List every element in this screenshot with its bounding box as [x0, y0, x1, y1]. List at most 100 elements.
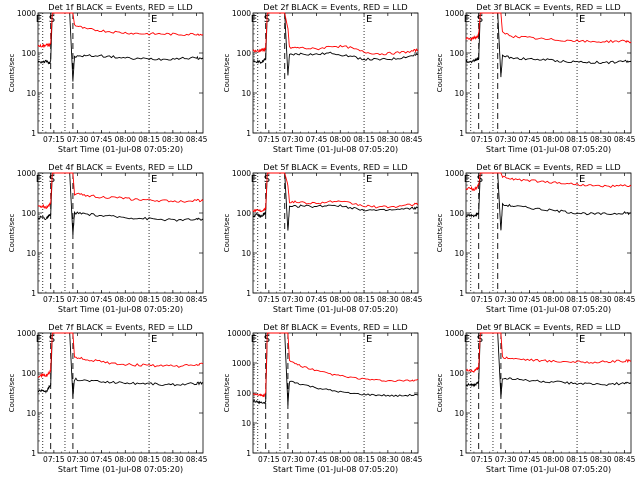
y-tick-label: 1000 [232, 9, 251, 18]
x-tick-label: 07:45 [91, 455, 113, 464]
y-axis-label: Counts/sec [8, 214, 16, 253]
y-tick-label: 10 [241, 249, 251, 258]
chart-title: Det 7f BLACK = Events, RED = LLD [48, 322, 192, 332]
event-marker-label: E [579, 174, 585, 185]
x-tick-label: 07:30 [282, 455, 304, 464]
event-marker-label: E [579, 334, 585, 345]
y-tick-label: 1000 [232, 169, 251, 178]
series-line-lld [465, 12, 632, 44]
plot-frame [37, 12, 204, 134]
x-tick-label: 07:30 [495, 455, 517, 464]
series-line-events [465, 12, 632, 78]
event-marker-label: E [251, 174, 257, 185]
x-tick-label: 08:15 [353, 295, 375, 304]
chart-title: Det 9f BLACK = Events, RED = LLD [476, 322, 620, 332]
x-tick-label: 07:45 [91, 135, 113, 144]
y-axis-label: Counts/sec [436, 54, 444, 93]
series-line-lld [465, 172, 632, 192]
y-tick-label: 1 [459, 289, 464, 298]
y-axis-label: Counts/sec [436, 214, 444, 253]
x-tick-label: 07:15 [43, 455, 65, 464]
x-tick-label: 08:45 [186, 295, 208, 304]
x-tick-label: 07:45 [306, 295, 328, 304]
event-marker-label: E [36, 174, 42, 185]
x-axis-label: Start Time (01-Jul-08 07:05:20) [58, 145, 183, 154]
event-marker-label: E [36, 14, 42, 25]
y-tick-label: 100 [22, 49, 37, 58]
y-tick-label: 100 [237, 49, 252, 58]
x-tick-label: 08:15 [138, 135, 160, 144]
x-tick-label: 08:30 [590, 135, 612, 144]
plot-frame [37, 332, 204, 454]
y-axis-label: Counts/sec [436, 374, 444, 413]
x-tick-label: 08:45 [401, 135, 423, 144]
y-tick-label: 1000 [17, 169, 36, 178]
plot-frame [252, 172, 419, 294]
x-tick-label: 08:15 [353, 455, 375, 464]
x-tick-label: 08:00 [329, 455, 351, 464]
event-marker-label: E [366, 334, 372, 345]
x-tick-label: 08:45 [614, 455, 636, 464]
x-axis-label: Start Time (01-Jul-08 07:05:20) [273, 145, 398, 154]
series-line-lld [252, 12, 419, 56]
plot-frame [252, 12, 419, 134]
x-tick-label: 08:00 [329, 135, 351, 144]
y-tick-label: 100 [450, 209, 465, 218]
x-tick-label: 07:15 [258, 455, 280, 464]
x-tick-label: 07:30 [67, 135, 89, 144]
chart-title: Det 2f BLACK = Events, RED = LLD [263, 2, 407, 12]
x-tick-label: 08:00 [114, 295, 136, 304]
y-tick-label: 10 [26, 89, 36, 98]
x-axis-label: Start Time (01-Jul-08 07:05:20) [273, 465, 398, 474]
series-line-lld [37, 12, 204, 49]
x-tick-label: 07:15 [43, 295, 65, 304]
y-tick-label: 1 [31, 129, 36, 138]
series-line-events [252, 332, 419, 406]
x-tick-label: 08:45 [614, 135, 636, 144]
series-line-events [252, 172, 419, 231]
y-axis-label: Counts/sec [223, 54, 231, 93]
y-axis-label: Counts/sec [8, 374, 16, 413]
x-tick-label: 07:45 [519, 295, 541, 304]
event-marker-label: E [151, 334, 157, 345]
y-tick-label: 1 [246, 289, 251, 298]
y-tick-label: 1 [246, 129, 251, 138]
x-tick-label: 07:30 [495, 135, 517, 144]
x-tick-label: 07:30 [495, 295, 517, 304]
chart-title: Det 1f BLACK = Events, RED = LLD [48, 2, 192, 12]
x-tick-label: 08:30 [377, 135, 399, 144]
x-tick-label: 08:30 [162, 295, 184, 304]
y-tick-label: 10 [454, 249, 464, 258]
x-tick-label: 08:00 [542, 135, 564, 144]
y-tick-label: 100 [22, 209, 37, 218]
x-tick-label: 08:45 [401, 295, 423, 304]
event-marker-label: E [36, 334, 42, 345]
y-tick-label: 1000 [232, 359, 251, 368]
plot-frame [465, 172, 632, 294]
y-tick-label: 100 [22, 369, 37, 378]
y-tick-label: 10 [454, 89, 464, 98]
x-tick-label: 07:30 [67, 295, 89, 304]
x-tick-label: 07:15 [43, 135, 65, 144]
series-line-events [37, 12, 204, 82]
y-tick-label: 10 [454, 409, 464, 418]
x-tick-label: 08:15 [566, 455, 588, 464]
x-axis-label: Start Time (01-Jul-08 07:05:20) [273, 305, 398, 314]
event-marker-label: E [579, 14, 585, 25]
x-tick-label: 08:00 [542, 295, 564, 304]
y-tick-label: 1 [31, 449, 36, 458]
event-marker-label: E [151, 14, 157, 25]
y-tick-label: 1 [459, 449, 464, 458]
x-tick-label: 08:45 [186, 135, 208, 144]
y-tick-label: 100 [237, 209, 252, 218]
chart-title: Det 4f BLACK = Events, RED = LLD [48, 162, 192, 172]
y-tick-label: 1 [246, 449, 251, 458]
x-tick-label: 08:00 [114, 135, 136, 144]
y-tick-label: 10000 [227, 329, 251, 338]
x-tick-label: 08:15 [353, 135, 375, 144]
x-tick-label: 07:30 [282, 135, 304, 144]
